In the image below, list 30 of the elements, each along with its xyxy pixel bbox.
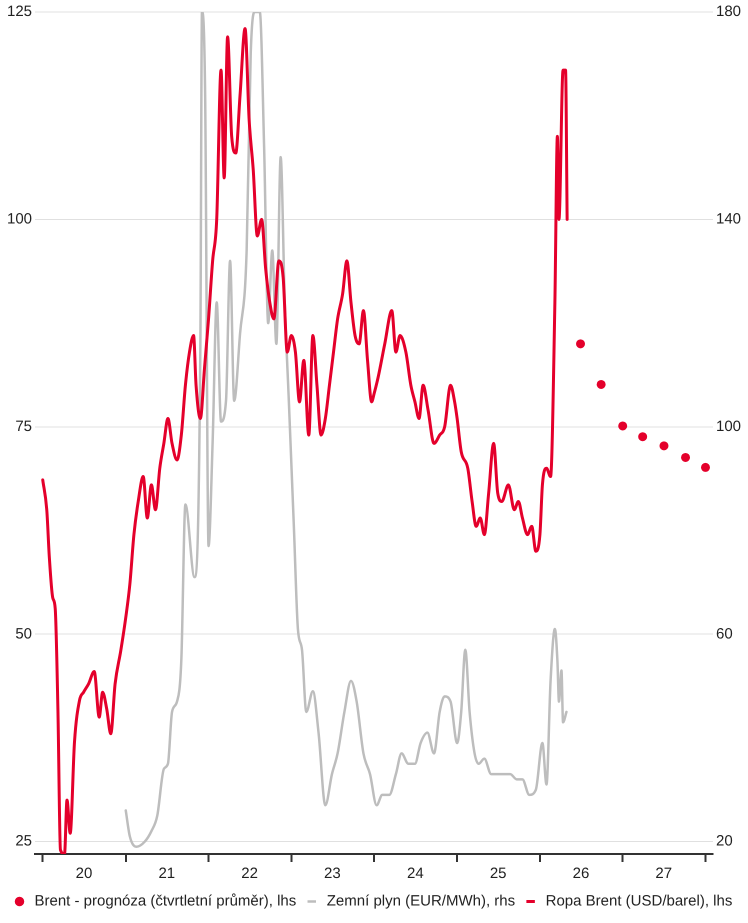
point (576, 339, 586, 348)
legend-label: Brent - prognóza (čtvrtletní průměr), lhs (34, 892, 296, 910)
x-tick-label: 21 (158, 865, 176, 882)
x-tick-label: 27 (655, 865, 672, 882)
y-tick-label: 25 (15, 832, 32, 850)
y-tick-label: 75 (15, 418, 32, 435)
point (638, 432, 648, 442)
point (700, 462, 710, 472)
y2-tick-label: 60 (716, 625, 733, 642)
y-tick-label: 125 (6, 3, 32, 20)
y2-tick-label: 140 (716, 210, 742, 228)
point (659, 441, 668, 450)
x-tick-label: 25 (490, 865, 507, 882)
y-tick-label: 100 (6, 210, 32, 228)
y2-tick-label: 180 (716, 3, 742, 20)
x-tick-label: 26 (572, 865, 590, 882)
line-series (41, 27, 569, 854)
y2-tick-label: 20 (716, 832, 733, 850)
point (681, 452, 690, 462)
point (618, 421, 628, 430)
point (596, 380, 606, 389)
y2-tick-label: 100 (716, 418, 742, 435)
x-tick-label: 24 (407, 865, 424, 882)
x-tick-label: 20 (76, 865, 92, 882)
line-series (124, 12, 568, 848)
x-tick-label: 23 (324, 865, 341, 882)
legend-label: Ropa Brent (USD/barel), lhs (546, 892, 732, 910)
y-tick-label: 50 (15, 625, 32, 642)
legend-label: Zemní plyn (EUR/MWh), rhs (326, 892, 516, 910)
x-tick-label: 22 (241, 865, 258, 882)
